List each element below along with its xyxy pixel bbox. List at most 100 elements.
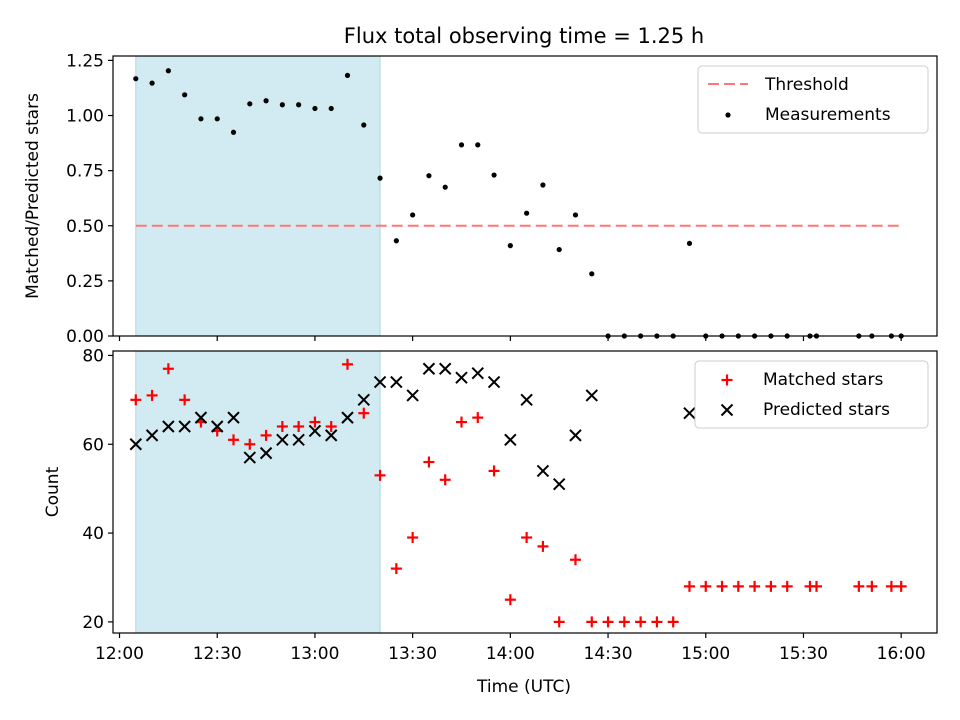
matched-star-point (732, 580, 744, 592)
predicted-star-point (422, 362, 436, 375)
matched-star-point (569, 554, 581, 566)
matched-star-point (618, 616, 630, 628)
predicted-star-point (259, 446, 273, 460)
predicted-star-point (455, 371, 468, 384)
matched-star-point (423, 456, 435, 468)
top-x-ticks (118, 336, 902, 341)
top-legend-box (697, 65, 929, 134)
bottom-y-tick-label: 20 (82, 613, 104, 633)
top-y-tick-label: 1.25 (66, 51, 104, 71)
measurement-point (279, 102, 285, 108)
legend-predicted-swatch (720, 403, 734, 417)
measurement-point (312, 105, 318, 112)
predicted-star-point (341, 411, 354, 424)
matched-star-point (244, 438, 256, 450)
x-tick-label: 13:30 (388, 644, 437, 664)
matched-star-point (683, 580, 695, 592)
measurement-points (133, 68, 904, 339)
matched-star-point (146, 389, 158, 401)
matched-star-point (407, 532, 419, 544)
legend-predicted-marker (720, 403, 734, 417)
predicted-star-point (325, 429, 338, 442)
measurement-point (475, 142, 481, 148)
matched-star-point (521, 532, 533, 544)
predicted-star-point (520, 393, 533, 407)
matched-star-point (455, 416, 467, 428)
matched-star-point (374, 469, 386, 481)
matched-star-point (162, 363, 174, 375)
bottom-legend-box (694, 360, 929, 429)
top-y-ticks: 0.00 0.25 0.50 0.75 1.00 1.25 (66, 51, 113, 347)
matched-star-point (866, 580, 878, 592)
matched-star-point (586, 616, 598, 628)
x-tick-label: 13:00 (290, 644, 339, 664)
predicted-stars-points (129, 362, 696, 491)
measurement-point (524, 210, 530, 216)
bottom-legend: Matched stars Predicted stars (694, 360, 929, 429)
measurement-point (426, 173, 432, 179)
matched-star-point (781, 580, 793, 592)
measurement-point (149, 80, 155, 86)
predicted-star-point (162, 420, 175, 433)
predicted-star-point (211, 420, 224, 433)
bottom-x-ticks: 12:00 12:30 13:00 13:30 14:00 14:30 15:00 15:30… (95, 633, 926, 664)
x-axis-label: Time (UTC) (476, 677, 571, 697)
predicted-star-point (471, 366, 484, 380)
matched-star-point (260, 429, 272, 441)
matched-star-point (716, 580, 728, 592)
measurement-point (393, 238, 399, 244)
measurement-point (247, 101, 253, 107)
predicted-star-point (552, 478, 566, 491)
measurement-point (263, 98, 269, 104)
predicted-star-point (357, 393, 370, 407)
predicted-star-point (585, 389, 598, 402)
matched-star-point (810, 580, 822, 592)
top-y-tick-label: 0.25 (66, 272, 104, 292)
measurement-point (686, 240, 693, 247)
legend-threshold-label: Threshold (764, 75, 849, 95)
x-tick-label: 14:30 (584, 644, 633, 664)
measurement-point (572, 212, 579, 218)
matched-star-point (853, 580, 865, 592)
matched-star-point (895, 580, 907, 592)
matched-star-point (472, 412, 484, 424)
bottom-observing-window-shade (135, 350, 381, 634)
predicted-star-point (292, 433, 305, 447)
predicted-star-point (536, 464, 550, 478)
predicted-star-point (145, 429, 159, 442)
top-y-tick-label: 1.00 (66, 107, 104, 127)
predicted-star-point (569, 429, 582, 442)
matched-star-point (488, 465, 500, 477)
matched-star-point (537, 540, 549, 552)
x-tick-label: 16:00 (877, 644, 926, 664)
predicted-star-point (178, 420, 191, 433)
matched-star-point (293, 420, 305, 432)
matched-star-point (341, 358, 353, 370)
measurement-point (133, 76, 139, 82)
measurement-point (458, 142, 465, 148)
top-panel: 0.00 0.25 0.50 0.75 1.00 1.25 Matched/Predict… (23, 51, 938, 347)
bottom-y-tick-label: 40 (82, 524, 104, 544)
matched-star-point (228, 434, 240, 446)
predicted-star-point (227, 411, 240, 424)
matched-star-point (358, 407, 370, 419)
bottom-axes-frame (112, 350, 938, 634)
measurement-point (589, 271, 595, 277)
matched-star-point (700, 580, 712, 592)
measurement-point (540, 182, 546, 188)
top-legend: Threshold Measurements (697, 65, 929, 134)
bottom-y-tick-label: 60 (82, 435, 104, 455)
measurement-point (442, 184, 448, 190)
measurement-point (556, 246, 562, 253)
top-y-tick-label: 0.50 (66, 217, 104, 237)
x-tick-label: 15:30 (779, 644, 828, 664)
measurement-point (230, 129, 237, 135)
bottom-y-tick-label: 80 (82, 346, 104, 366)
legend-matched-label: Matched stars (763, 370, 883, 390)
predicted-star-point (129, 438, 143, 451)
predicted-star-point (438, 362, 452, 375)
matched-star-point (309, 416, 321, 428)
matched-star-point (504, 594, 516, 606)
measurement-point (165, 68, 171, 74)
